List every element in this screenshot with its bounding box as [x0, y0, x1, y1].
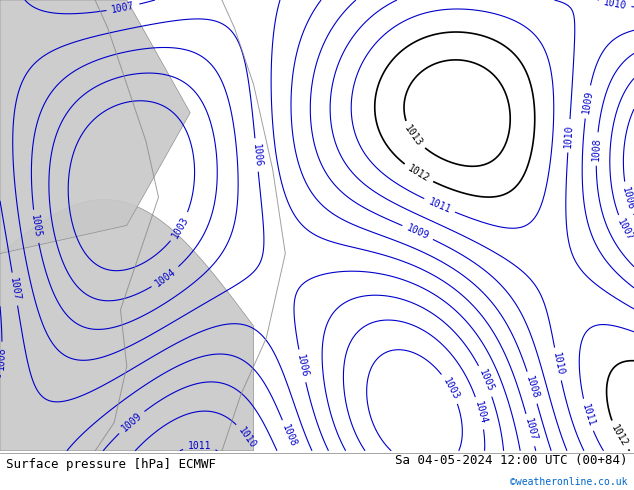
Text: Sa 04-05-2024 12:00 UTC (00+84): Sa 04-05-2024 12:00 UTC (00+84) — [395, 454, 628, 467]
Text: 1004: 1004 — [153, 266, 178, 288]
Text: 1011: 1011 — [579, 402, 596, 428]
Text: 1010: 1010 — [236, 425, 258, 450]
Text: 1008: 1008 — [0, 346, 7, 370]
Text: 1013: 1013 — [403, 123, 425, 148]
Text: ©weatheronline.co.uk: ©weatheronline.co.uk — [510, 477, 628, 487]
Text: Surface pressure [hPa] ECMWF: Surface pressure [hPa] ECMWF — [6, 458, 216, 471]
Text: 1012: 1012 — [406, 163, 431, 184]
Text: 1011: 1011 — [427, 196, 452, 215]
Text: 1006: 1006 — [295, 353, 309, 378]
Text: 1007: 1007 — [616, 218, 634, 243]
Text: 1010: 1010 — [602, 0, 628, 11]
Text: 1012: 1012 — [609, 423, 629, 448]
Text: 1008: 1008 — [524, 375, 540, 400]
Text: 1011: 1011 — [188, 441, 211, 451]
Text: 1007: 1007 — [8, 277, 22, 301]
Text: 1007: 1007 — [522, 417, 538, 442]
Text: 1003: 1003 — [441, 376, 461, 401]
Polygon shape — [0, 199, 254, 451]
Text: 1009: 1009 — [405, 223, 430, 242]
Text: 1007: 1007 — [110, 0, 136, 15]
Text: 1009: 1009 — [581, 90, 594, 114]
Text: 1003: 1003 — [170, 215, 191, 240]
Text: 1010: 1010 — [550, 351, 565, 376]
Polygon shape — [0, 0, 190, 254]
Text: 1004: 1004 — [472, 400, 488, 426]
Text: 1010: 1010 — [563, 124, 574, 148]
Text: 1006: 1006 — [620, 185, 634, 211]
Text: 1009: 1009 — [119, 411, 144, 434]
Text: 1005: 1005 — [29, 214, 42, 239]
Text: 1008: 1008 — [591, 137, 602, 161]
Text: 1005: 1005 — [477, 368, 495, 394]
Text: 1008: 1008 — [280, 423, 298, 448]
Text: 1006: 1006 — [250, 143, 262, 167]
